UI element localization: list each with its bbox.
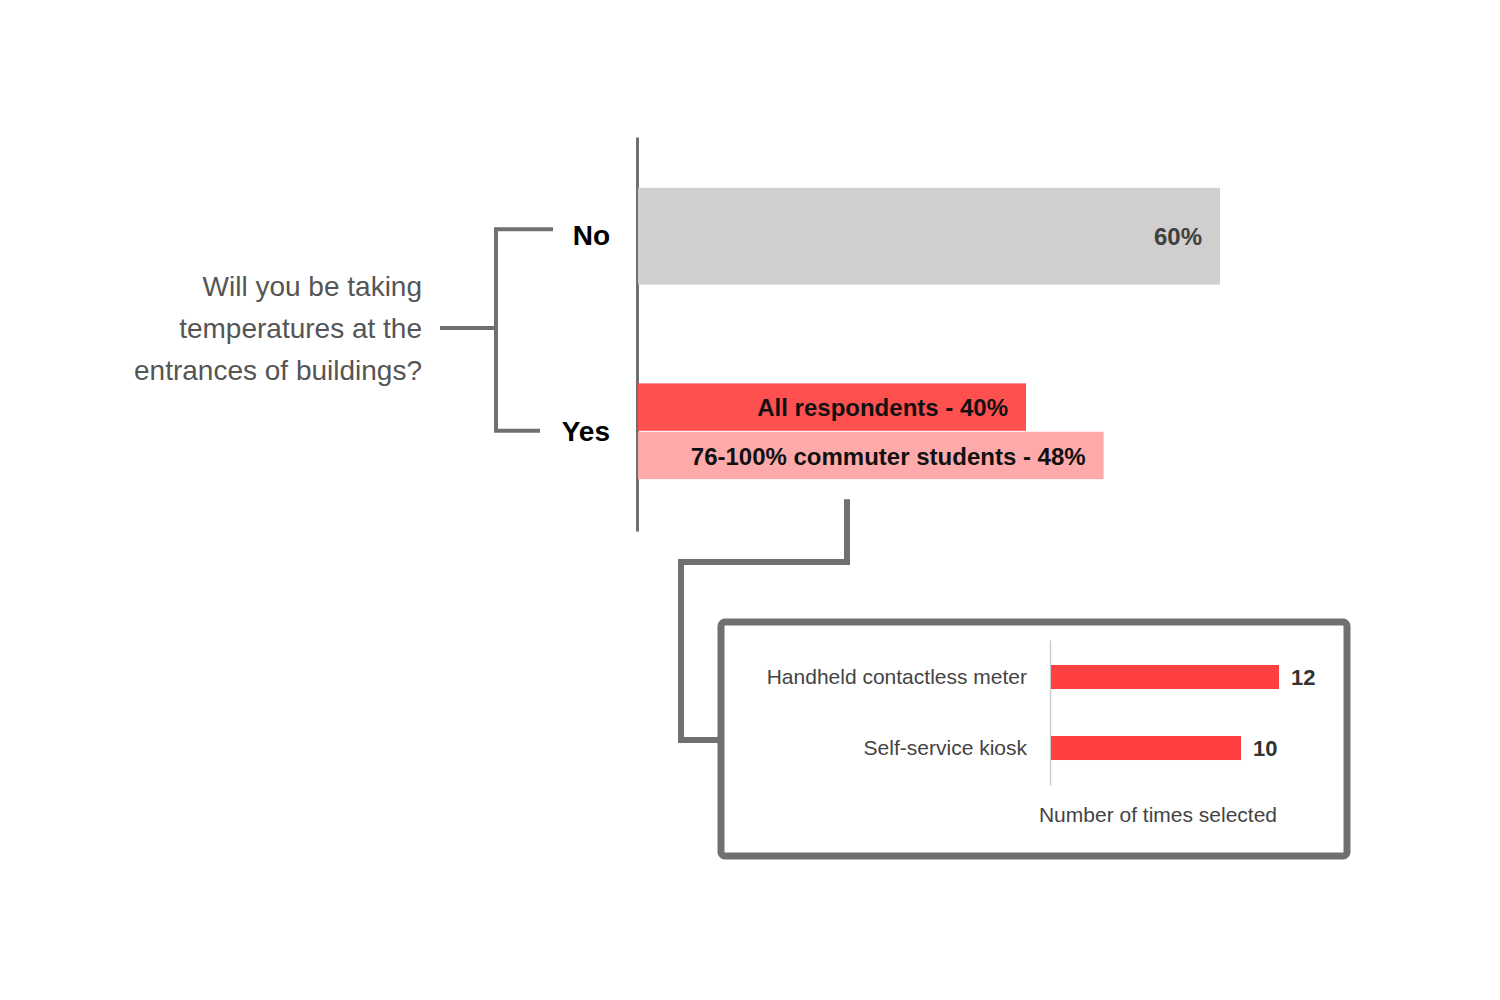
- inset-frame: [721, 622, 1347, 856]
- tick: Yes: [562, 416, 610, 447]
- bar: [638, 188, 1220, 285]
- data-labels: 12 10: [1253, 665, 1315, 761]
- bars: [1051, 665, 1279, 760]
- data-label: All respondents - 40%: [757, 394, 1008, 421]
- tick-label: Handheld contactless meter: [767, 665, 1027, 688]
- data-label: 76-100% commuter students - 48%: [691, 443, 1086, 470]
- category-axis: No Yes: [562, 138, 638, 532]
- data-labels: 60% All respondents - 40% 76-100% commuter…: [691, 223, 1202, 470]
- tick-label: Self-service kiosk: [864, 736, 1028, 759]
- title-line: Will you be taking: [203, 271, 422, 302]
- tick-label: Yes: [562, 416, 610, 447]
- data-label: 10: [1253, 736, 1277, 761]
- axis-title: Number of times selected: [1039, 803, 1277, 826]
- category-axis: Handheld contactless meter Self-service k…: [767, 641, 1051, 786]
- bars: [638, 188, 1220, 479]
- data-label: 60%: [1154, 223, 1202, 250]
- tick: No: [573, 220, 610, 251]
- bar: [1051, 665, 1279, 689]
- bar: [638, 383, 1026, 430]
- chart-root: No Yes 60% All respondents - 40% 76-100% com…: [0, 0, 1500, 1000]
- background: [0, 0, 1500, 1000]
- bar: [638, 432, 1104, 479]
- title-line: entrances of buildings?: [134, 355, 422, 386]
- data-label: 12: [1291, 665, 1315, 690]
- axis-line: [1050, 641, 1052, 786]
- bar: [1051, 736, 1241, 760]
- title-line: temperatures at the: [179, 313, 422, 344]
- tick: Self-service kiosk: [864, 736, 1028, 759]
- tick-label: No: [573, 220, 610, 251]
- tick: Handheld contactless meter: [767, 665, 1027, 688]
- bracket: [440, 229, 553, 431]
- title: Will you be taking temperatures at the ent…: [134, 271, 422, 386]
